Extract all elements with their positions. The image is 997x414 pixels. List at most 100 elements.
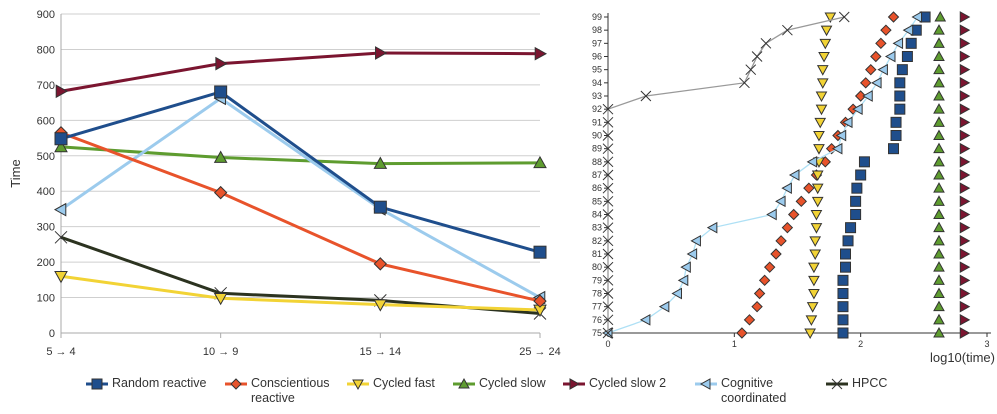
y-tick-label: 300 (37, 222, 55, 234)
data-point (959, 221, 971, 234)
y-tick-label: 800 (37, 44, 55, 56)
y-tick-label: 200 (37, 257, 55, 269)
data-point (806, 302, 819, 313)
data-point (810, 223, 823, 234)
data-point (602, 182, 614, 194)
data-point (959, 11, 971, 23)
data-point (902, 24, 914, 37)
data-point (933, 221, 945, 233)
y-tick-label: 700 (37, 80, 55, 92)
scatter-series-hpcc (602, 11, 850, 339)
data-point (775, 195, 786, 208)
x-axis-label: log10(time) (930, 350, 995, 365)
series-line (60, 96, 541, 299)
legend-label: HPCC (852, 376, 888, 390)
data-point (933, 300, 945, 312)
y-tick-label: 81 (592, 249, 602, 259)
data-point (933, 103, 945, 114)
data-point (933, 313, 945, 325)
data-point (890, 130, 902, 141)
legend-swatch (347, 379, 369, 391)
data-point (933, 155, 945, 167)
data-point (53, 202, 67, 217)
data-point (815, 91, 828, 103)
data-point (854, 90, 867, 102)
legend-item-conscientious-reactive: Conscientious reactive (224, 376, 343, 406)
data-point (901, 51, 913, 62)
data-point (54, 230, 68, 244)
y-tick-label: 95 (592, 65, 602, 75)
data-point (959, 234, 971, 247)
data-point (959, 103, 971, 116)
data-point (858, 156, 870, 168)
data-point (959, 24, 971, 37)
data-point (933, 76, 945, 88)
data-point (840, 261, 852, 273)
data-point (602, 248, 614, 260)
data-point (911, 11, 923, 23)
data-point (933, 247, 945, 259)
data-point (214, 85, 228, 99)
data-point (766, 208, 777, 221)
data-point (739, 77, 750, 89)
x-tick-label: 25 → 24 (519, 346, 561, 358)
scatter-series-random-reactive (837, 11, 931, 339)
data-point (934, 10, 947, 22)
legend-swatch (563, 378, 585, 390)
y-tick-label: 90 (592, 131, 602, 141)
data-point (855, 169, 867, 181)
y-tick-label: 82 (592, 236, 602, 246)
data-point (690, 234, 701, 247)
data-point (677, 274, 689, 287)
data-point (375, 46, 388, 60)
y-tick-label: 80 (592, 262, 602, 272)
data-point (602, 301, 614, 313)
data-point (706, 221, 718, 234)
y-tick-label: 600 (37, 115, 55, 127)
data-point (837, 327, 849, 339)
y-tick-label: 85 (592, 196, 602, 206)
x-tick-label: 10 → 9 (203, 346, 238, 358)
data-point (865, 63, 877, 76)
y-tick-label: 96 (592, 52, 602, 62)
data-point (933, 287, 945, 298)
data-point (815, 104, 828, 116)
data-point (809, 236, 822, 247)
y-tick-label: 75 (592, 328, 602, 338)
data-point (811, 170, 824, 182)
data-point (639, 313, 651, 326)
legend-label: Cycled fast (373, 376, 435, 390)
data-point (933, 37, 945, 48)
legend-swatch (826, 378, 848, 390)
data-point (838, 11, 850, 23)
data-point (837, 288, 849, 299)
data-point (373, 156, 388, 169)
data-point (959, 195, 971, 208)
data-point (860, 77, 872, 89)
data-point (871, 76, 882, 89)
legend-swatch (86, 378, 108, 390)
legend-swatch-marker (699, 378, 711, 390)
data-point (795, 195, 807, 208)
data-point (852, 103, 863, 116)
data-point (602, 261, 614, 273)
data-point (933, 89, 945, 101)
data-point (602, 274, 614, 286)
data-point (602, 314, 614, 326)
data-point (933, 234, 945, 246)
y-tick-label: 84 (592, 210, 602, 220)
data-point (811, 196, 824, 208)
data-point (808, 275, 820, 287)
data-point (933, 208, 945, 219)
data-point (54, 132, 68, 146)
data-point (811, 183, 824, 195)
legend-swatch-marker (831, 378, 843, 390)
y-tick-label: 400 (37, 186, 55, 198)
data-point (686, 248, 698, 260)
y-tick-label: 79 (592, 275, 602, 285)
data-point (933, 24, 945, 35)
data-point (959, 182, 971, 195)
legend-swatch-marker (569, 378, 581, 390)
data-point (680, 261, 691, 274)
